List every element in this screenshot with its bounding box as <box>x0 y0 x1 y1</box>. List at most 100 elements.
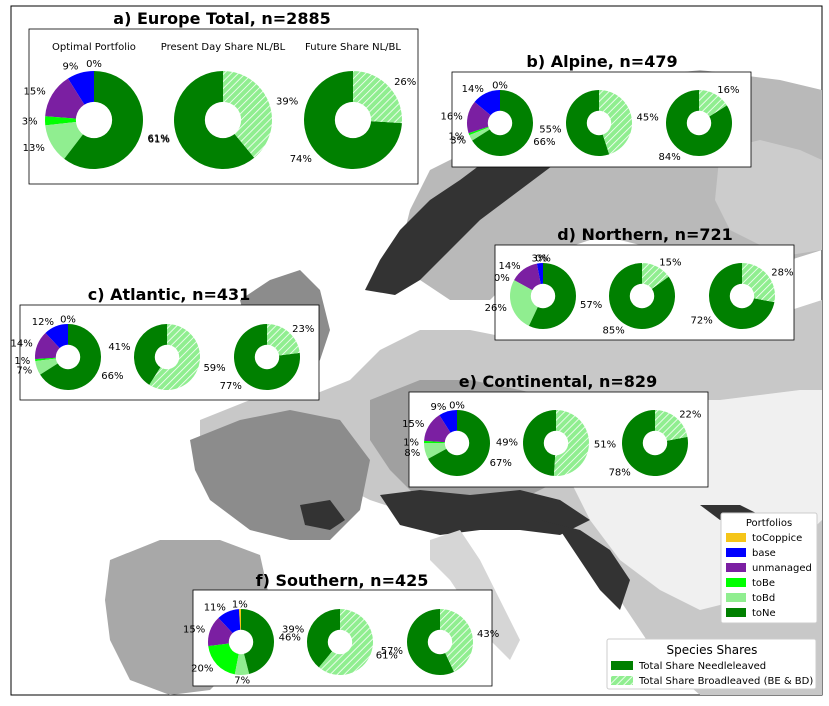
portfolio-label-base: 9% <box>63 61 79 72</box>
portfolio-label-toNe: 57% <box>580 300 602 311</box>
panel-title: a) Europe Total, n=2885 <box>113 9 330 28</box>
present-center-hole <box>204 101 242 139</box>
portfolio-slice-toBd <box>234 642 250 675</box>
future-slice-broadleaved <box>440 609 474 672</box>
legend-label-toCoppice: toCoppice <box>752 533 802 544</box>
present-center-hole <box>154 344 180 370</box>
portfolio-label-base: 14% <box>462 84 484 95</box>
future-share-pie: 72% 28% <box>691 263 793 330</box>
panel-title: f) Southern, n=425 <box>256 571 429 590</box>
future-label-broadleaved: 26% <box>394 77 416 88</box>
panel-title: c) Atlantic, n=431 <box>88 285 251 304</box>
portfolio-label-unmanaged: 14% <box>498 261 520 272</box>
portfolio-label-toCoppice: 1% <box>232 600 248 611</box>
present-label-needleleaved: 39% <box>282 625 304 636</box>
future-center-hole <box>427 629 453 655</box>
present-label-broadleaved: 39% <box>276 96 298 107</box>
future-share-pie: 74% 26% <box>290 71 416 169</box>
portfolio-label-toNe: 67% <box>490 458 512 469</box>
portfolio-pie: 1% 11% 15% 20% 7% 46% <box>183 600 301 687</box>
portfolio-label-toBe: 3% <box>22 116 38 127</box>
portfolio-label-toBe: 0% <box>494 273 510 284</box>
portfolio-label-unmanaged: 15% <box>183 625 205 636</box>
species-legend-title: Species Shares <box>667 643 758 657</box>
portfolio-label-toBe: 1% <box>448 131 464 142</box>
portfolios-legend-title: Portfolios <box>746 518 792 529</box>
legend-label-toNe: toNe <box>752 608 776 619</box>
future-center-hole <box>729 283 755 309</box>
present-label-broadleaved: 61% <box>376 650 398 661</box>
portfolio-label-base: 3% <box>531 254 547 265</box>
panel-europe-total: a) Europe Total, n=2885 Optimal Portfolio… <box>22 9 419 185</box>
future-label-broadleaved: 43% <box>477 629 499 640</box>
portfolio-label-base: 9% <box>431 402 447 413</box>
column-title-0: Optimal Portfolio <box>52 42 136 53</box>
legend-swatch-toBe <box>726 578 746 587</box>
portfolio-center-hole <box>530 283 556 309</box>
species-swatch-1 <box>611 676 633 685</box>
present-label-broadleaved: 51% <box>594 440 616 451</box>
portfolio-label-toBd: 13% <box>23 143 45 154</box>
column-title-1: Present Day Share NL/BL <box>161 42 286 53</box>
future-center-hole <box>334 101 372 139</box>
present-label-needleleaved: 41% <box>108 342 130 353</box>
panel-title: e) Continental, n=829 <box>459 372 657 391</box>
portfolio-label-unmanaged: 15% <box>24 86 46 97</box>
present-slice-broadleaved <box>553 410 589 476</box>
portfolio-center-hole <box>55 344 81 370</box>
future-label-needleleaved: 77% <box>220 381 242 392</box>
portfolio-label-toBd: 8% <box>404 448 420 459</box>
present-center-hole <box>327 629 353 655</box>
portfolio-label-toBd: 3% <box>450 136 466 147</box>
legend-swatch-toNe <box>726 608 746 617</box>
portfolio-label-toNe: 61% <box>147 134 169 145</box>
future-label-needleleaved: 72% <box>691 316 713 327</box>
portfolio-label-toBd: 26% <box>485 303 507 314</box>
portfolio-label-base: 12% <box>32 317 54 328</box>
portfolio-label-unmanaged: 16% <box>440 111 462 122</box>
present-slice-needleleaved <box>134 324 167 385</box>
future-center-hole <box>254 344 280 370</box>
portfolio-pie: 0% 9% 15% 3% 13% 61% <box>22 59 170 170</box>
present-label-needleleaved: 85% <box>603 325 625 336</box>
future-center-hole <box>642 430 668 456</box>
present-center-hole <box>586 110 612 136</box>
portfolio-label-toNe: 66% <box>533 137 555 148</box>
portfolio-pie: 0%9% 15% 1%8% 67% <box>402 401 512 476</box>
future-label-needleleaved: 74% <box>290 154 312 165</box>
portfolio-label-unmanaged: 14% <box>10 339 32 350</box>
legend-label-toBd: toBd <box>752 593 775 604</box>
present-share-pie: 85% 15% <box>603 258 682 337</box>
portfolio-pie: 0% 14% 16% 1%3% 66% <box>440 81 555 157</box>
future-share-pie: 84% 16% <box>658 85 739 163</box>
legend-label-base: base <box>752 548 776 559</box>
panel-title: b) Alpine, n=479 <box>526 52 677 71</box>
future-center-hole <box>686 110 712 136</box>
future-share-pie: 77% 23% <box>220 324 314 392</box>
present-center-hole <box>629 283 655 309</box>
portfolio-pie: 0%3%14%0%26% 57% <box>485 254 602 329</box>
portfolio-label-toBe: 1% <box>14 356 30 367</box>
portfolio-slice-toBe <box>45 116 94 126</box>
present-label-broadleaved: 15% <box>659 258 681 269</box>
portfolio-label-toNe: 66% <box>101 371 123 382</box>
legend-swatch-toBd <box>726 593 746 602</box>
species-legend: Species Shares Total Share Needleleaved To… <box>606 638 817 690</box>
legend-label-unmanaged: unmanaged <box>752 563 812 574</box>
portfolio-center-hole <box>75 101 113 139</box>
portfolio-label-toCoppice: 0% <box>492 81 508 92</box>
portfolio-label-base: 11% <box>204 603 226 614</box>
species-swatch-0 <box>611 661 633 670</box>
future-label-broadleaved: 22% <box>679 409 701 420</box>
portfolio-label-toBd: 7% <box>16 365 32 376</box>
present-center-hole <box>543 430 569 456</box>
present-label-broadleaved: 45% <box>636 113 658 124</box>
legend-swatch-toCoppice <box>726 533 746 542</box>
portfolio-label-toBe: 20% <box>191 663 213 674</box>
present-slice-broadleaved <box>599 90 633 155</box>
future-label-needleleaved: 78% <box>609 468 631 479</box>
